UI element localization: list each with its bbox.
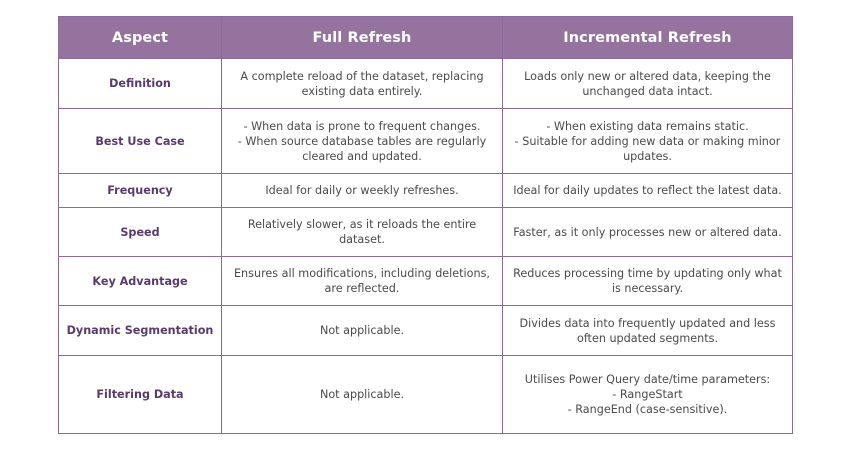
- cell-line: - When source database tables are regula…: [237, 134, 487, 148]
- full-refresh-cell: Ideal for daily or weekly refreshes.: [221, 173, 503, 208]
- header-aspect: Aspect: [58, 16, 222, 59]
- full-refresh-cell: - When data is prone to frequent changes…: [221, 108, 503, 174]
- aspect-cell: Speed: [58, 207, 222, 257]
- cell-line: - When existing data remains static.: [546, 119, 749, 133]
- cell-line: Not applicable.: [319, 324, 405, 337]
- cell-line: A complete reload of the dataset, replac…: [240, 69, 484, 83]
- cell-line: - When data is prone to frequent changes…: [243, 119, 481, 133]
- incremental-refresh-cell: Faster, as it only processes new or alte…: [502, 207, 793, 257]
- table-row: Best Use Case - When data is prone to fr…: [58, 108, 793, 174]
- table-row: Frequency Ideal for daily or weekly refr…: [58, 173, 793, 208]
- incremental-refresh-cell: Ideal for daily updates to reflect the l…: [502, 173, 793, 208]
- full-refresh-cell: Ensures all modifications, including del…: [221, 256, 503, 306]
- cell-line: Divides data into frequently updated and…: [519, 316, 776, 330]
- cell-line: Relatively slower, as it reloads the ent…: [247, 218, 477, 231]
- cell-line: Loads only new or altered data, keeping …: [524, 69, 771, 83]
- header-incremental-refresh: Incremental Refresh: [502, 16, 793, 59]
- cell-line: dataset.: [339, 233, 385, 246]
- cell-line: Utilises Power Query date/time parameter…: [524, 373, 771, 386]
- table-row: Definition A complete reload of the data…: [58, 58, 793, 109]
- comparison-table: Aspect Full Refresh Incremental Refresh …: [58, 16, 793, 434]
- cell-line: often updated segments.: [576, 331, 719, 345]
- cell-line: - RangeStart: [612, 388, 683, 401]
- aspect-cell: Key Advantage: [58, 256, 222, 306]
- aspect-cell: Dynamic Segmentation: [58, 305, 222, 356]
- table-body: Definition A complete reload of the data…: [58, 58, 793, 434]
- cell-line: is necessary.: [611, 282, 684, 295]
- incremental-refresh-cell: - When existing data remains static. - S…: [502, 108, 793, 174]
- comparison-table-wrapper: Aspect Full Refresh Incremental Refresh …: [58, 16, 793, 434]
- incremental-refresh-cell: Divides data into frequently updated and…: [502, 305, 793, 356]
- cell-line: - RangeEnd (case-sensitive).: [567, 403, 728, 416]
- full-refresh-cell: Not applicable.: [221, 305, 503, 356]
- table-header: Aspect Full Refresh Incremental Refresh: [58, 16, 793, 59]
- cell-line: Faster, as it only processes new or alte…: [513, 225, 782, 239]
- table-row: Filtering Data Not applicable. Utilises …: [58, 355, 793, 434]
- incremental-refresh-cell: Reduces processing time by updating only…: [502, 256, 793, 306]
- incremental-refresh-cell: Loads only new or altered data, keeping …: [502, 58, 793, 109]
- table-row: Key Advantage Ensures all modifications,…: [58, 256, 793, 306]
- full-refresh-cell: A complete reload of the dataset, replac…: [221, 58, 503, 109]
- cell-line: existing data entirely.: [301, 84, 423, 98]
- aspect-cell: Definition: [58, 58, 222, 109]
- aspect-cell: Best Use Case: [58, 108, 222, 174]
- cell-line: Reduces processing time by updating only…: [513, 267, 782, 280]
- cell-line: Ideal for daily or weekly refreshes.: [265, 184, 459, 197]
- full-refresh-cell: Relatively slower, as it reloads the ent…: [221, 207, 503, 257]
- aspect-cell: Filtering Data: [58, 355, 222, 434]
- header-full-refresh: Full Refresh: [221, 16, 503, 59]
- cell-line: are reflected.: [324, 282, 400, 295]
- cell-line: Ensures all modifications, including del…: [233, 267, 490, 280]
- table-row: Speed Relatively slower, as it reloads t…: [58, 207, 793, 257]
- cell-line: Not applicable.: [319, 388, 405, 401]
- cell-line: cleared and updated.: [302, 149, 422, 163]
- full-refresh-cell: Not applicable.: [221, 355, 503, 434]
- incremental-refresh-cell: Utilises Power Query date/time parameter…: [502, 355, 793, 434]
- cell-line: updates.: [623, 149, 672, 163]
- table-row: Dynamic Segmentation Not applicable. Div…: [58, 305, 793, 356]
- cell-line: unchanged data intact.: [582, 84, 713, 98]
- cell-line: Ideal for daily updates to reflect the l…: [513, 184, 782, 197]
- aspect-cell: Frequency: [58, 173, 222, 208]
- header-row: Aspect Full Refresh Incremental Refresh: [58, 16, 793, 59]
- cell-line: - Suitable for adding new data or making…: [514, 134, 781, 148]
